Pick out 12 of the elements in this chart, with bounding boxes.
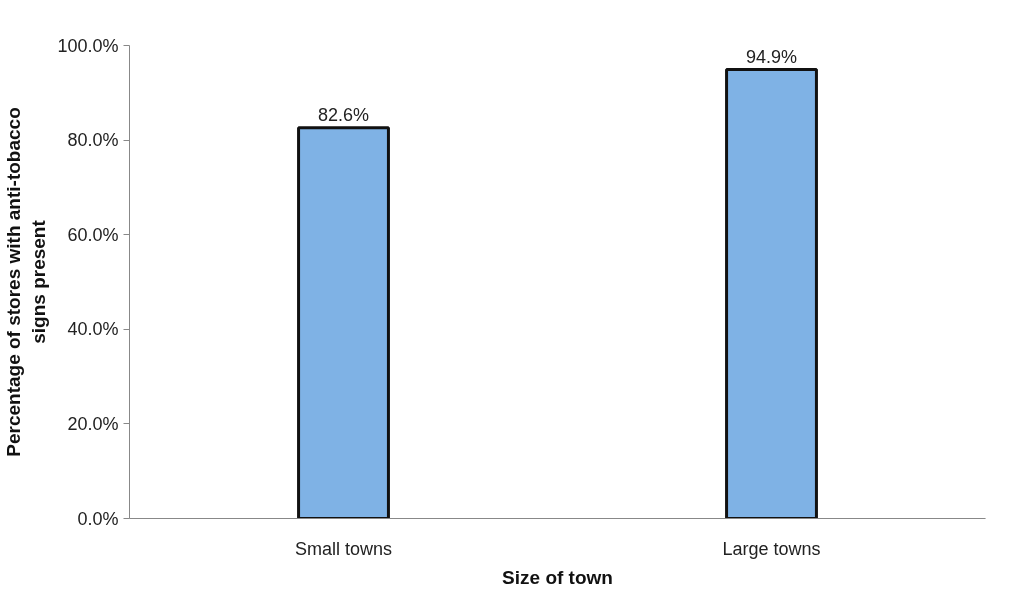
y-tick-label: 0.0% (77, 508, 119, 529)
data-label: 82.6% (317, 104, 370, 125)
y-tick-label: 100.0% (57, 35, 119, 56)
x-tick-label: Small towns (294, 538, 393, 559)
y-tick-label: 60.0% (67, 224, 119, 245)
x-axis-title: Size of town (502, 566, 613, 588)
y-tick-label: 20.0% (67, 413, 119, 434)
data-label: 94.9% (745, 46, 798, 67)
y-axis-title: Percentage of stores with anti-tobacco signs present (3, 107, 50, 457)
y-tick-label: 40.0% (67, 319, 119, 340)
y-tick-label: 80.0% (67, 130, 119, 151)
x-tick-label: Large towns (722, 538, 821, 559)
